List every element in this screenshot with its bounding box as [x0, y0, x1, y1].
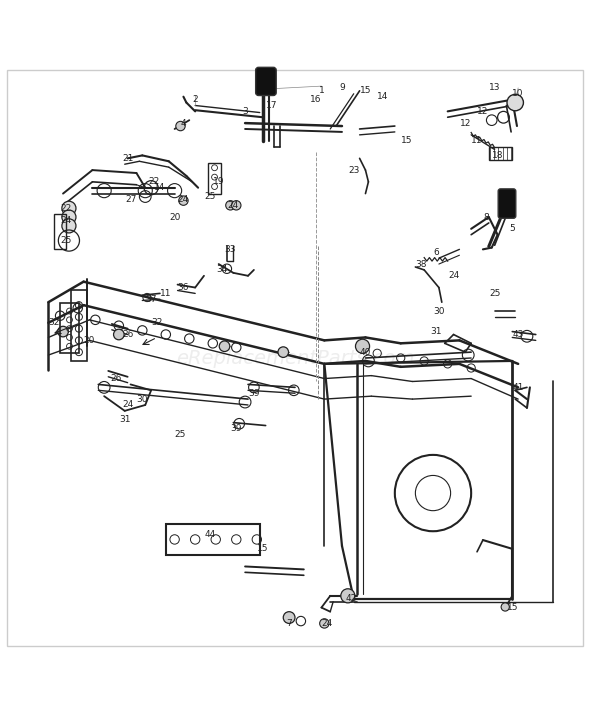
Text: 33: 33	[225, 245, 236, 254]
Bar	[54, 214, 66, 249]
Text: 15: 15	[401, 136, 412, 145]
Text: 42: 42	[345, 594, 356, 604]
Text: 10: 10	[512, 90, 524, 98]
Bar	[71, 291, 87, 361]
Text: 7: 7	[286, 619, 292, 628]
Text: 20: 20	[84, 336, 95, 345]
Circle shape	[62, 210, 76, 224]
Text: 4: 4	[181, 119, 186, 127]
Text: 32: 32	[151, 319, 163, 327]
Text: 1: 1	[319, 87, 324, 95]
Text: 25: 25	[489, 289, 500, 298]
Text: 24: 24	[322, 619, 333, 628]
Circle shape	[113, 329, 124, 340]
Text: 13: 13	[489, 83, 500, 92]
Text: 12: 12	[477, 107, 489, 116]
Text: 40: 40	[360, 348, 371, 357]
Text: 15: 15	[257, 544, 268, 553]
Circle shape	[501, 603, 509, 611]
Text: 9: 9	[339, 83, 345, 92]
Text: 41: 41	[513, 383, 524, 392]
Circle shape	[341, 589, 355, 603]
Text: 36: 36	[178, 283, 189, 292]
Circle shape	[226, 200, 235, 210]
Circle shape	[58, 326, 68, 337]
Circle shape	[356, 339, 369, 353]
Text: 31: 31	[119, 415, 130, 424]
Text: 37: 37	[145, 295, 157, 304]
Circle shape	[219, 341, 230, 352]
Text: 25: 25	[204, 192, 215, 201]
Text: 16: 16	[310, 95, 322, 104]
Text: 22: 22	[60, 204, 71, 213]
Text: 11: 11	[471, 136, 483, 145]
Text: 25: 25	[175, 430, 186, 439]
Text: 3: 3	[242, 107, 248, 116]
Text: 21: 21	[122, 154, 133, 163]
Text: 22: 22	[149, 178, 160, 186]
Text: 11: 11	[160, 289, 172, 298]
Text: 24: 24	[178, 195, 189, 204]
Text: 15: 15	[360, 87, 371, 95]
Bar	[489, 147, 512, 160]
Circle shape	[62, 219, 76, 233]
Bar	[60, 304, 79, 353]
Text: 5: 5	[509, 224, 515, 233]
Text: 31: 31	[430, 327, 442, 336]
Text: 43: 43	[513, 330, 524, 339]
Text: 14: 14	[154, 183, 166, 192]
Text: 6: 6	[433, 248, 439, 257]
Text: 15: 15	[507, 603, 518, 612]
Text: 20: 20	[169, 213, 181, 221]
Text: 23: 23	[348, 165, 359, 175]
Text: 18: 18	[492, 151, 503, 160]
Text: 24: 24	[448, 271, 459, 280]
Circle shape	[176, 121, 185, 131]
Text: 25: 25	[60, 236, 71, 245]
Bar	[166, 524, 260, 555]
FancyBboxPatch shape	[498, 189, 516, 218]
Text: 30: 30	[136, 395, 148, 404]
Text: 44: 44	[204, 530, 215, 538]
Text: 19: 19	[213, 178, 224, 186]
Text: 17: 17	[266, 101, 277, 110]
Text: 24: 24	[122, 400, 133, 410]
Text: 39: 39	[231, 424, 242, 433]
Circle shape	[232, 200, 241, 210]
Text: 39: 39	[248, 389, 260, 397]
Text: 27: 27	[125, 195, 136, 204]
Bar	[208, 163, 221, 193]
Text: 8: 8	[483, 213, 489, 221]
Circle shape	[278, 347, 289, 357]
Text: 24: 24	[228, 200, 239, 210]
FancyBboxPatch shape	[255, 67, 276, 95]
Text: eReplacementParts.com: eReplacementParts.com	[176, 349, 414, 367]
Circle shape	[320, 619, 329, 628]
Text: 14: 14	[378, 92, 389, 101]
Circle shape	[507, 95, 523, 111]
Circle shape	[179, 196, 188, 205]
Text: 34: 34	[216, 266, 227, 274]
Text: 32: 32	[48, 319, 60, 327]
Circle shape	[62, 201, 76, 216]
Text: 12: 12	[460, 119, 471, 127]
Text: 2: 2	[192, 95, 198, 104]
Text: 24: 24	[60, 216, 71, 225]
Text: 26: 26	[122, 330, 133, 339]
Text: 30: 30	[433, 306, 445, 316]
Text: 26: 26	[110, 374, 122, 383]
Circle shape	[283, 611, 295, 624]
Text: 38: 38	[415, 259, 427, 268]
